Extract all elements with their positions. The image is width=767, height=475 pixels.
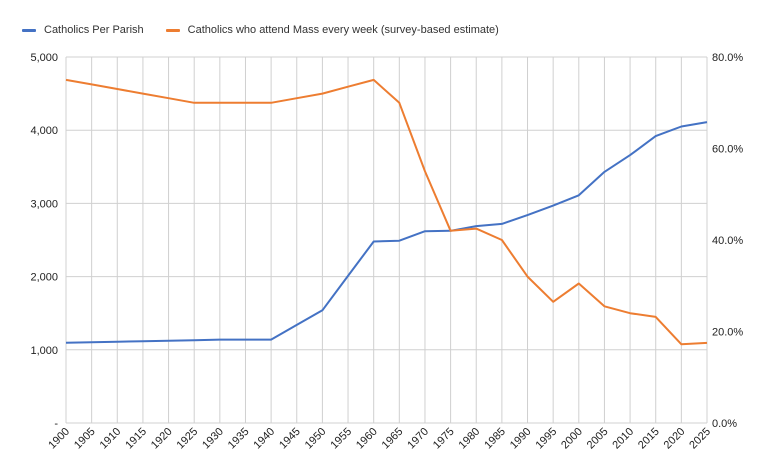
x-tick-label: 1905: [72, 426, 98, 452]
right-tick-label: 40.0%: [712, 235, 743, 247]
legend-label: Catholics who attend Mass every week (su…: [187, 24, 499, 36]
left-axis: - 1,000 2,000 3,000 4,000 5,000: [30, 52, 58, 430]
x-tick-label: 2025: [687, 426, 713, 452]
left-tick-label: 4,000: [30, 125, 58, 137]
x-tick-label: 1990: [508, 426, 534, 452]
left-tick-label: 1,000: [30, 345, 58, 357]
x-axis: 1900 1905 1910 1915 1920 1925 1930 1935 1940 1945…: [46, 426, 713, 452]
x-tick-label: 1965: [380, 426, 406, 452]
x-tick-label: 2010: [610, 426, 636, 452]
right-axis: 0.0% 20.0% 40.0% 60.0% 80.0%: [712, 52, 743, 430]
right-tick-label: 20.0%: [712, 327, 743, 339]
x-tick-label: 1970: [405, 426, 431, 452]
x-tick-label: 1985: [482, 426, 508, 452]
series-line-0: [65, 121, 708, 344]
legend-item-catholics-per-parish: Catholics Per Parish: [22, 24, 144, 36]
right-tick-label: 80.0%: [712, 52, 743, 64]
x-tick-label: 2020: [662, 426, 688, 452]
x-tick-label: 1945: [277, 426, 303, 452]
right-tick-label: 0.0%: [712, 418, 737, 430]
x-tick-label: 1925: [175, 426, 201, 452]
x-tick-label: 1980: [457, 426, 483, 452]
right-tick-label: 60.0%: [712, 144, 743, 156]
x-tick-label: 1950: [303, 426, 329, 452]
x-tick-label: 2000: [559, 426, 585, 452]
x-tick-label: 1920: [149, 426, 175, 452]
x-tick-label: 1955: [328, 426, 354, 452]
x-tick-label: 1930: [200, 426, 226, 452]
legend: Catholics Per Parish Catholics who atten…: [22, 22, 521, 38]
legend-label: Catholics Per Parish: [44, 24, 144, 36]
x-tick-label: 2005: [585, 426, 611, 452]
gridlines: [65, 56, 708, 424]
left-tick-label: 5,000: [30, 52, 58, 64]
x-tick-label: 2015: [636, 426, 662, 452]
x-tick-label: 1975: [431, 426, 457, 452]
legend-swatch-blue: [22, 28, 36, 32]
legend-item-mass-attendance: Catholics who attend Mass every week (su…: [165, 24, 499, 36]
left-tick-label: 3,000: [30, 198, 58, 210]
series-line-1: [65, 78, 708, 346]
series-lines: [65, 78, 708, 346]
x-tick-label: 1960: [354, 426, 380, 452]
legend-swatch-orange: [165, 28, 180, 32]
x-tick-label: 1935: [226, 426, 252, 452]
x-tick-label: 1995: [533, 426, 559, 452]
left-tick-label: 2,000: [30, 272, 58, 284]
x-tick-label: 1915: [123, 426, 149, 452]
left-tick-label: -: [54, 418, 58, 430]
x-tick-label: 1940: [251, 426, 277, 452]
x-tick-label: 1910: [98, 426, 124, 452]
x-tick-label: 1900: [46, 426, 72, 452]
